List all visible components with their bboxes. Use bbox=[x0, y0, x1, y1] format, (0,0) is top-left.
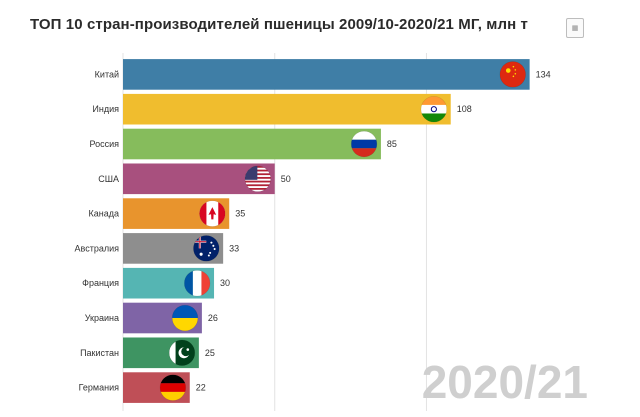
category-label: Китай bbox=[95, 69, 119, 79]
bar-row: Канада 35 bbox=[89, 198, 245, 229]
image-file-icon: ▦ bbox=[571, 25, 579, 32]
pakistan-flag-icon bbox=[168, 339, 196, 366]
bar-row: США 50 bbox=[98, 163, 291, 195]
category-label: Франция bbox=[82, 278, 119, 288]
category-label: Пакистан bbox=[80, 348, 119, 358]
category-label: Канада bbox=[89, 209, 119, 219]
value-label: 26 bbox=[208, 313, 218, 323]
russia-flag-icon bbox=[350, 130, 378, 158]
value-label: 85 bbox=[387, 139, 397, 149]
bar bbox=[123, 128, 381, 160]
value-label: 30 bbox=[220, 278, 230, 288]
australia-flag-icon bbox=[193, 235, 220, 262]
bar-row: Пакистан 25 bbox=[80, 337, 215, 369]
value-label: 50 bbox=[281, 174, 291, 184]
bar-row: Германия 22 bbox=[79, 372, 206, 403]
bar bbox=[123, 93, 451, 125]
bars: Китай 134 Индия 108 Россия 85 США 50 Канада 35 Авс… bbox=[75, 59, 551, 403]
value-label: 25 bbox=[205, 348, 215, 358]
value-label: 134 bbox=[536, 69, 551, 79]
usa-flag-icon bbox=[244, 165, 272, 192]
germany-flag-icon bbox=[159, 374, 187, 401]
category-label: Австралия bbox=[75, 243, 120, 253]
bar-row: Австралия 33 bbox=[75, 233, 239, 264]
bar-row: Украина 26 bbox=[85, 302, 218, 334]
value-label: 35 bbox=[235, 209, 245, 219]
bar bbox=[123, 59, 530, 90]
export-image-button[interactable]: ▦ bbox=[566, 18, 584, 38]
value-label: 108 bbox=[457, 104, 472, 114]
ukraine-flag-icon bbox=[171, 304, 199, 332]
value-label: 22 bbox=[196, 383, 206, 393]
bar-row: Россия 85 bbox=[89, 128, 397, 160]
category-label: Германия bbox=[79, 383, 119, 393]
value-label: 33 bbox=[229, 243, 239, 253]
bar-row: Индия 108 bbox=[92, 93, 472, 125]
category-label: Россия bbox=[89, 139, 119, 149]
france-flag-icon bbox=[184, 270, 211, 297]
bar-row: Франция 30 bbox=[82, 267, 230, 299]
canada-flag-icon bbox=[199, 200, 226, 227]
category-label: Украина bbox=[85, 313, 119, 323]
category-label: Индия bbox=[92, 104, 119, 114]
bar-row: Китай 134 bbox=[95, 59, 551, 90]
period-label: 2020/21 bbox=[422, 356, 588, 408]
chart-title: ТОП 10 стран-производителей пшеницы 2009… bbox=[30, 16, 528, 33]
category-label: США bbox=[98, 174, 119, 184]
india-flag-icon bbox=[420, 96, 448, 123]
china-flag-icon bbox=[499, 61, 526, 88]
